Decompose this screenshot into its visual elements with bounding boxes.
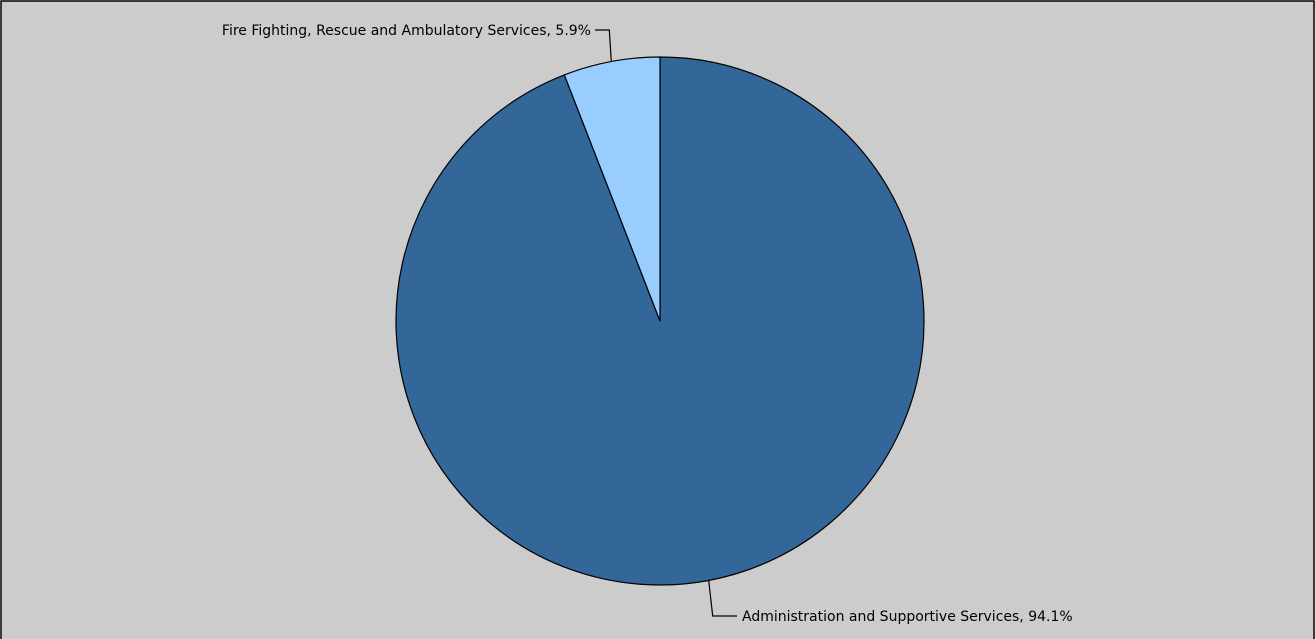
pie-slice-fire-fighting [563, 56, 661, 322]
data-label-fire-fighting: Fire Fighting, Rescue and Ambulatory Ser… [222, 23, 591, 39]
leader-line-fire-fighting [595, 29, 612, 62]
data-label-administration: Administration and Supportive Services, … [742, 609, 1073, 625]
leader-line-administration [708, 580, 737, 617]
